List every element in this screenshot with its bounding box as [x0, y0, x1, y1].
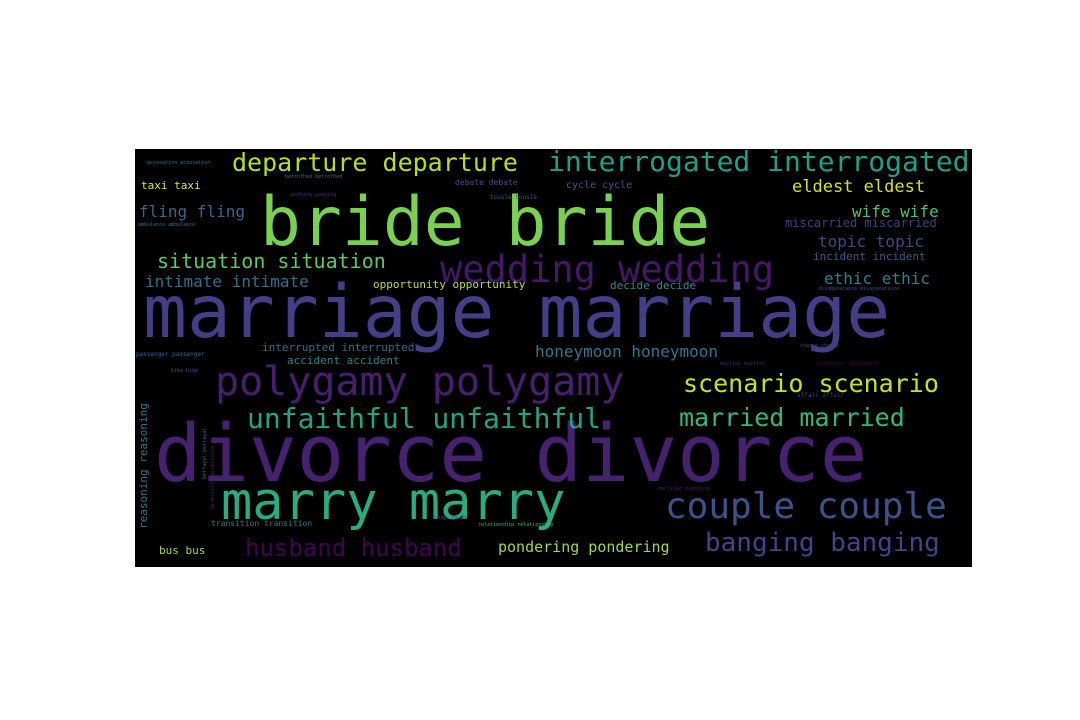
word-departure: departure departure [232, 149, 518, 177]
word-marital: marital marital [720, 361, 766, 367]
word-dismissive: dismissive dismissive [210, 445, 216, 509]
word-miscarried: miscarried miscarried [785, 216, 937, 230]
word-wedding: wedding wedding [440, 248, 775, 291]
word-betrothed: betrothed betrothed [285, 174, 343, 180]
word-accusation: accusation accusation [147, 160, 211, 166]
word-polygamy: polygamy polygamy [215, 359, 625, 405]
word-marry: marry marry [221, 472, 566, 532]
word-wife: wife wife [852, 202, 939, 221]
word-bride: bride bride [260, 183, 711, 262]
word-ambulance: ambulance ambulance [138, 222, 196, 228]
word-bike: bike bike [171, 368, 199, 374]
word-marriage: marriage marriage [143, 270, 891, 355]
word-cycle: cycle cycle [566, 180, 633, 191]
word-couple: couple couple [665, 486, 947, 527]
word-divorce: divorce divorce [154, 408, 868, 500]
word-interrupted: interrupted interrupted [262, 341, 415, 354]
word-eldest: eldest eldest [792, 177, 926, 197]
word-disappearance: disappearance disappearance [818, 286, 900, 292]
word-accident: accident accident [287, 354, 400, 367]
word-marrying: marrying marrying [658, 486, 710, 492]
word-taxi: taxi taxi [141, 179, 201, 192]
word-pondering: pondering pondering [498, 538, 670, 556]
word-transition: transition transition [211, 519, 313, 528]
word-situation: situation situation [157, 249, 386, 273]
word-honeymoon: honeymoon honeymoon [535, 342, 719, 361]
word-fling: fling fling [139, 202, 245, 221]
word-decide: decide decide [610, 279, 697, 292]
word-interrogated: interrogated interrogated [548, 149, 970, 178]
word-roundabout: roundabout roundabout [815, 361, 879, 367]
word-reasoning: reasoning reasoning [137, 403, 150, 529]
word-unfaithful: unfaithful unfaithful [247, 402, 602, 435]
word-passenger: passenger passenger [136, 351, 205, 358]
word-debate: debate debate [455, 178, 518, 187]
word-married: married married [679, 403, 905, 432]
word-husband: husband husband [245, 534, 462, 562]
word-scenario: scenario scenario [683, 369, 939, 398]
word-topic: topic topic [818, 232, 924, 251]
word-tousle: tousle tousle [490, 194, 537, 201]
word-intimate: intimate intimate [145, 272, 309, 291]
word-chance: chance chance [800, 343, 840, 349]
word-affair: affair affair [797, 392, 844, 399]
word-laugh: laugh laugh [433, 515, 467, 521]
word-bus: bus bus [159, 544, 206, 557]
word-parking: parking parking [291, 192, 337, 198]
word-opportunity: opportunity opportunity [373, 278, 526, 291]
word-ethic: ethic ethic [824, 269, 930, 288]
word-relationship: relationship relationship [478, 522, 554, 528]
word-banging: banging banging [705, 528, 940, 558]
word-incident: incident incident [813, 250, 926, 263]
word-cloud: marriage marriage divorce divorce bride … [135, 149, 972, 567]
word-betrayal: betrayal betrayal [202, 427, 208, 479]
